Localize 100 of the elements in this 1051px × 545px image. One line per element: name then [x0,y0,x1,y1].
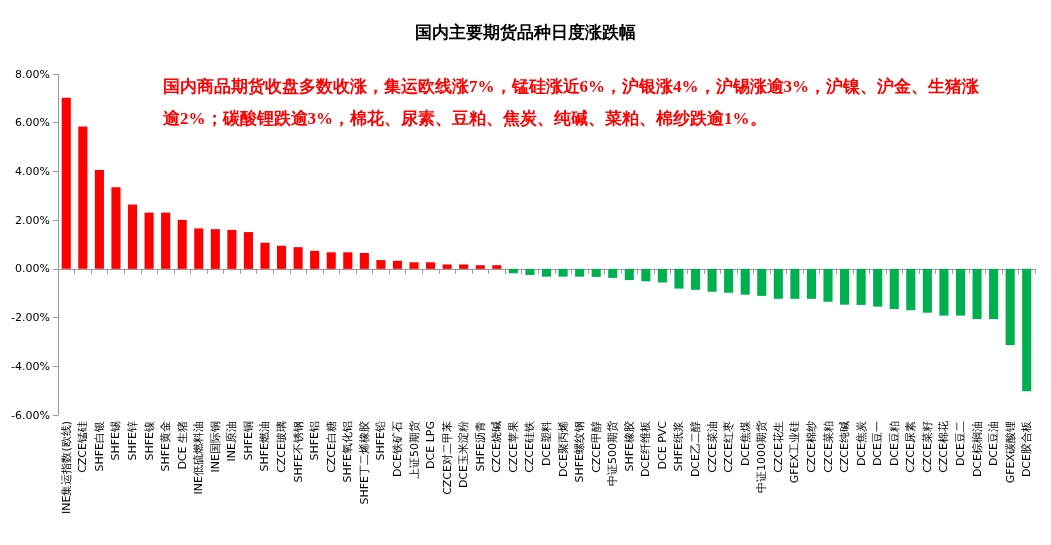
x-tick-label: DCE LPG [424,421,438,469]
x-tick-label: 上证50期货 [407,421,421,479]
x-tick-label: INE低硫燃料油 [192,421,206,495]
bar [343,252,353,269]
x-tick-label: DCE豆粕 [887,421,901,467]
x-tick-label: SHFE橡胶 [622,421,636,472]
bar [161,212,171,269]
bar [740,268,750,295]
x-tick-label: DCE聚丙烯 [556,421,570,478]
x-tick-label: GFEX碳酸锂 [1003,421,1017,484]
x-tick-label: CZCE棉花 [937,421,951,473]
x-tick-label: DCE豆一 [871,421,885,467]
bar [575,268,585,277]
bar [873,268,883,307]
bar [426,262,436,269]
chart-title: 国内主要期货品种日度涨跌幅 [415,21,636,42]
x-tick-label: DCE焦煤 [738,421,752,467]
bar [442,264,452,269]
x-tick-label: SHFE锌 [126,421,140,461]
x-tick-label: INE国际铜 [208,421,222,473]
x-tick-label: CZCE花生 [771,421,785,473]
bar [989,268,999,320]
x-tick-label: DCE塑料 [540,421,553,467]
bar [194,228,204,269]
bar [707,268,717,292]
bar [641,268,651,282]
x-tick-label: DCE 生猪 [175,421,189,470]
bar [111,187,121,269]
bar [127,204,138,269]
x-tick-label: SHFE丁二烯橡胶 [357,421,371,505]
bar [922,268,932,313]
bar [243,232,253,269]
bar [409,262,419,269]
y-tick-label: -6.00% [11,408,50,422]
bar [310,250,320,269]
bar [277,245,287,269]
x-tick-label: SHFE锡 [109,421,123,461]
x-tick-label: SHFE燃油 [258,421,272,472]
x-tick-label: SHFE铝 [308,421,322,461]
x-tick-label: CZCE菜油 [705,421,719,473]
bar [773,268,783,299]
x-tick-label: SHFE镍 [142,421,156,461]
y-tick-label: -4.00% [11,359,50,373]
x-tick-label: 中证1000期货 [755,421,769,493]
x-tick-label: DCE乙二醇 [689,421,703,478]
x-tick-label: SHFE纸浆 [672,421,686,472]
x-tick-label: SHFE铅 [374,421,388,461]
bar [260,242,270,269]
bar [78,126,88,269]
bar [227,229,237,269]
x-tick-label: INE原油 [225,421,239,462]
x-tick-label: CZCE苹果 [506,421,520,473]
bar [856,268,866,305]
bar [955,268,966,316]
x-tick-label: DCE PVC [655,420,669,470]
x-tick-label: CZCE红枣 [722,421,736,473]
y-tick-label: 8.00% [15,67,50,81]
x-tick-label: SHFE不锈钢 [291,421,305,483]
bar [61,97,71,269]
x-tick-label: CZCE烧碱 [490,421,504,473]
bar [906,268,916,311]
bar [840,268,850,305]
x-tick-label: SHFE沥青 [473,421,487,472]
bar [1005,268,1015,346]
x-tick-label: SHFE氧化铝 [341,421,355,483]
x-tick-label: SHFE白银 [92,421,106,472]
y-tick-label: 4.00% [15,164,50,178]
bar [724,268,734,293]
x-tick-label: CZCE对二甲苯 [440,421,454,495]
y-tick-label: -2.00% [11,311,50,325]
x-tick-label: DCE纤维板 [639,421,653,478]
bar [376,260,386,269]
x-tick-label: INE集运指数(欧线) [59,421,73,515]
x-tick-label: DCE豆油 [987,421,1001,467]
bar [475,265,485,269]
x-tick-label: SHFE铜 [241,421,255,461]
bar [293,247,303,269]
bar [657,268,667,283]
bar [823,268,833,302]
x-tick-label: CZCE玻璃 [275,421,289,473]
x-tick-label: SHFE螺纹钢 [573,421,587,483]
bar [210,229,220,269]
x-tick-label: CZCE硅铁 [523,421,537,473]
y-tick-label: 2.00% [15,213,50,227]
x-tick-label: DCE焦炭 [854,421,868,467]
x-tick-label: 中证500期货 [606,421,620,486]
x-tick-label: CZCE锰硅 [76,421,90,473]
bar [790,268,800,299]
x-tick-label: CZCE菜粕 [821,421,835,473]
x-tick-label: CZCE甲醇 [589,421,603,473]
bar [757,268,767,296]
bar [392,260,403,269]
bar [94,169,104,269]
bar [541,268,552,277]
x-tick-label: CZCE纯碱 [838,421,852,473]
bar [492,265,502,269]
bar [558,268,568,277]
bar [459,264,469,269]
bar [690,268,701,290]
x-tick-label: DCE玉米淀粉 [457,421,471,489]
